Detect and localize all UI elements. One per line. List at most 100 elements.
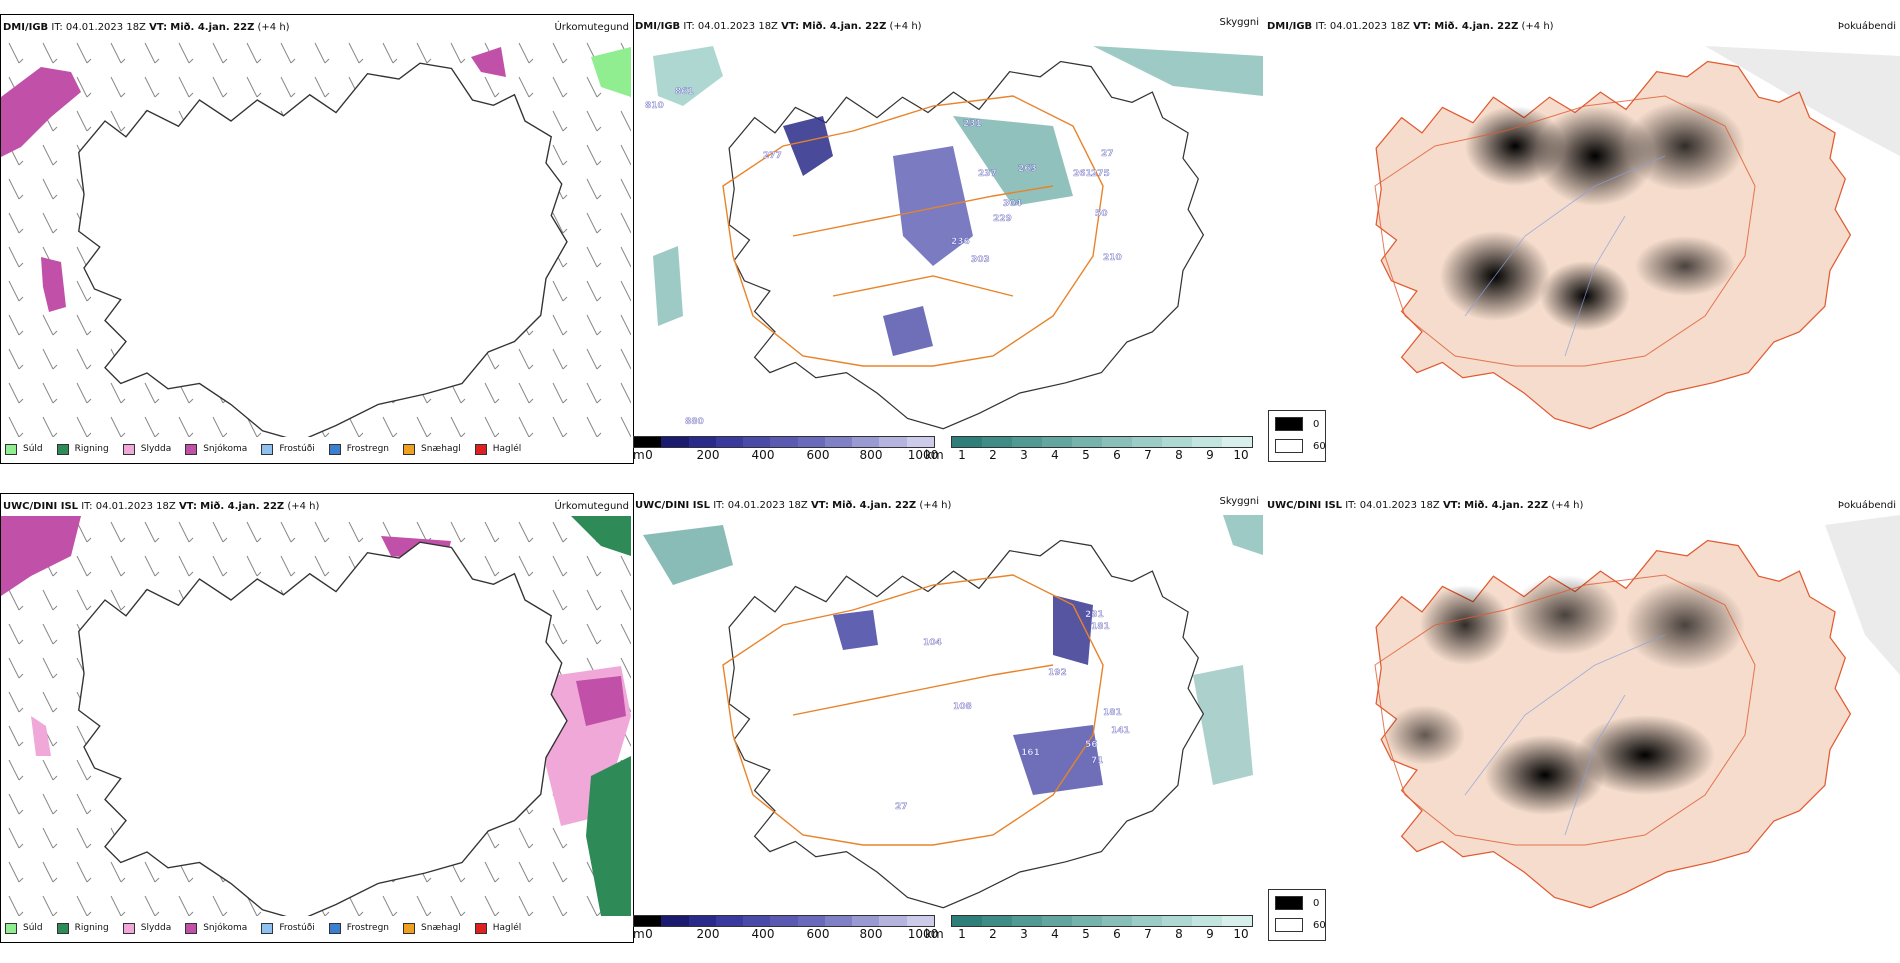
tick-label: 6 — [1113, 448, 1121, 462]
river-network — [1464, 155, 1666, 357]
lead-time: (+4 h) — [1551, 500, 1584, 511]
panel-title: Úrkomutegund — [554, 22, 629, 33]
map-value-label: 275 — [1091, 169, 1110, 179]
map-value-label: 861 — [675, 87, 694, 97]
tick-label: 3 — [1020, 927, 1028, 941]
legend-swatch — [56, 922, 69, 934]
low-visibility-area — [833, 610, 878, 650]
panel-title: Þokuábendi — [1837, 500, 1896, 511]
legend-label: Frostúði — [279, 923, 315, 933]
legend-item: Snjókoma — [185, 922, 247, 934]
map-value-label: 71 — [1091, 756, 1104, 766]
legend-item: Rigning — [56, 443, 109, 455]
it-label: IT: — [1315, 21, 1327, 32]
it-label: IT: — [81, 501, 93, 512]
panel-header: UWC/DINI ISL IT: 04.01.2023 18Z VT: Mið.… — [635, 496, 1259, 513]
road-network — [722, 95, 1104, 367]
map-value-label: 261 — [1073, 169, 1092, 179]
precip-type-panel: UWC/DINI ISL IT: 04.01.2023 18Z VT: Mið.… — [0, 493, 634, 943]
visibility-panel: DMI/IGB IT: 04.01.2023 18Z VT: Mið. 4.ja… — [633, 14, 1263, 476]
map-value-label: 192 — [1048, 668, 1067, 678]
low-visibility-area — [893, 146, 973, 266]
it-value: 04.01.2023 18Z — [727, 500, 808, 511]
legend-item: Súld — [5, 443, 43, 455]
legend-item: Rigning — [56, 922, 109, 934]
visibility-area — [1093, 46, 1263, 96]
fog-area — [1510, 575, 1620, 655]
it-value: 04.01.2023 18Z — [1329, 21, 1410, 32]
legend-label: Slydda — [140, 444, 172, 454]
map-value-label: 141 — [1111, 726, 1130, 736]
legend-label: Frostregn — [346, 444, 390, 454]
vt-value: Mið. 4.jan. 22Z — [200, 501, 285, 512]
lead-time: (+4 h) — [889, 21, 922, 32]
vt-value: Mið. 4.jan. 22Z — [1464, 500, 1549, 511]
tick-label: 400 — [751, 448, 775, 462]
snow-area — [1, 516, 81, 596]
tick-label: 1000 — [907, 448, 939, 462]
lead-time: (+4 h) — [257, 22, 290, 33]
tick-label: 4 — [1051, 448, 1059, 462]
panel-header: DMI/IGB IT: 04.01.2023 18Z VT: Mið. 4.ja… — [3, 21, 629, 35]
legend-swatch — [261, 922, 274, 934]
tick-label: 9 — [1206, 927, 1214, 941]
fog-area — [1385, 705, 1465, 765]
fog-legend-item: 60 — [1275, 439, 1326, 453]
forecast-row-dmi: DMI/IGB IT: 04.01.2023 18Z VT: Mið. 4.ja… — [0, 14, 1900, 484]
visibility-km-colorbar — [951, 915, 1253, 927]
tick-label: 0 — [645, 448, 653, 462]
forecast-row-uwc: UWC/DINI ISL IT: 04.01.2023 18Z VT: Mið.… — [0, 493, 1900, 963]
panel-title: Þokuábendi — [1837, 21, 1896, 32]
drizzle-area — [591, 47, 631, 97]
tick-label: 800 — [859, 927, 883, 941]
road-network — [1374, 95, 1756, 367]
panel-header: UWC/DINI ISL IT: 04.01.2023 18Z VT: Mið.… — [1267, 499, 1896, 513]
road-network — [722, 574, 1104, 846]
unit-label: m — [633, 927, 645, 941]
legend-item: Frostúði — [261, 922, 315, 934]
fog-legend-swatch — [1275, 417, 1303, 431]
fog-legend: 0 60 — [1268, 889, 1326, 941]
panel-title: Úrkomutegund — [554, 501, 629, 512]
map-value-label: 303 — [971, 255, 990, 265]
panel-title: Skyggni — [1219, 17, 1259, 28]
sleet-area — [31, 716, 51, 756]
visibility-km-colorbar — [951, 436, 1253, 448]
visibility-area — [1223, 515, 1263, 555]
map-value-label: 277 — [763, 151, 782, 161]
tick-label: 1 — [958, 927, 966, 941]
vt-label: VT: — [149, 22, 168, 33]
fog-legend-swatch — [1275, 896, 1303, 910]
legend-item: Haglél — [474, 922, 521, 934]
tick-label: 5 — [1082, 448, 1090, 462]
snow-area — [41, 257, 66, 312]
map-value-label: 104 — [923, 638, 942, 648]
tick-label: 600 — [806, 448, 830, 462]
fog-legend-swatch — [1275, 918, 1303, 932]
legend-label: Snæhagl — [421, 444, 461, 454]
map-value-label: 181 — [1091, 622, 1110, 632]
tick-label: 8 — [1175, 448, 1183, 462]
precip-type-legend: Súld Rigning Slydda Snjókoma Frostúði Fr… — [5, 920, 535, 936]
legend-swatch — [122, 443, 135, 455]
visibility-colorbars: m 0 200 400 600 800 1000 km 1 2 3 4 5 6 … — [633, 436, 1263, 476]
legend-label: Frostúði — [279, 444, 315, 454]
tick-label: 3 — [1020, 448, 1028, 462]
fog-legend-label: 0 — [1313, 418, 1320, 430]
panel-header: DMI/IGB IT: 04.01.2023 18Z VT: Mið. 4.ja… — [1267, 20, 1896, 34]
map-value-label: 56 — [1085, 740, 1098, 750]
legend-item: Frostúði — [261, 443, 315, 455]
legend-label: Frostregn — [346, 923, 390, 933]
legend-swatch — [328, 443, 341, 455]
visibility-area — [653, 46, 723, 106]
legend-item: Snæhagl — [403, 922, 461, 934]
legend-swatch — [328, 922, 341, 934]
map-value-label: 237 — [978, 169, 997, 179]
precip-type-legend: Súld Rigning Slydda Snjókoma Frostúði Fr… — [5, 441, 535, 457]
legend-label: Súld — [23, 923, 43, 933]
tick-label: 7 — [1144, 448, 1152, 462]
snow-area — [576, 676, 626, 726]
fog-area — [1625, 580, 1745, 670]
visibility-m-colorbar — [633, 915, 935, 927]
legend-swatch — [5, 922, 17, 934]
